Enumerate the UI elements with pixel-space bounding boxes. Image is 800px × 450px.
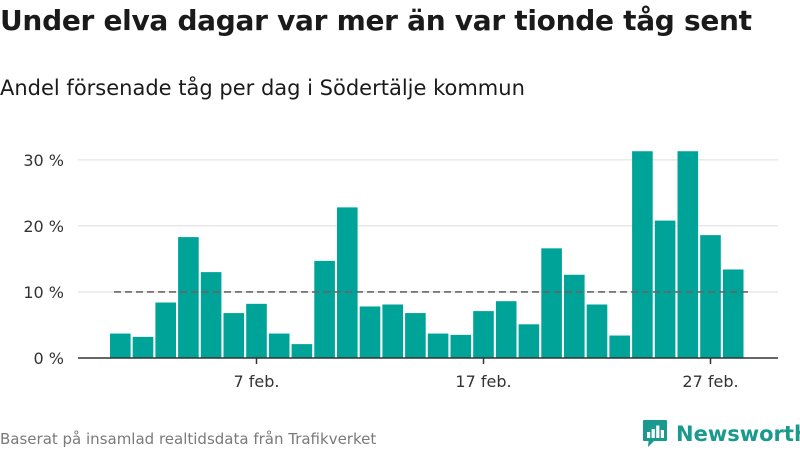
bar — [700, 235, 721, 358]
bar-chart: 0 % 10 % 20 % 30 % 7 feb. 17 feb. 27 feb. — [23, 151, 778, 391]
bars — [110, 151, 744, 358]
x-tick-label: 17 feb. — [455, 372, 511, 391]
bar — [722, 269, 744, 358]
y-tick-label: 0 % — [34, 349, 64, 368]
bar — [654, 220, 676, 358]
bar — [677, 151, 699, 358]
bar — [473, 311, 494, 358]
y-tick-label: 30 % — [23, 151, 64, 170]
bar — [495, 301, 517, 358]
bar — [564, 274, 585, 358]
bar — [382, 304, 403, 358]
chart-subtitle: Andel försenade tåg per dag i Södertälje… — [0, 76, 525, 100]
bar — [541, 248, 562, 358]
chart-title: Under elva dagar var mer än var tionde t… — [0, 4, 752, 37]
bar — [291, 344, 313, 358]
bar — [268, 333, 290, 358]
bar — [586, 304, 608, 358]
bar — [518, 324, 540, 358]
bar — [223, 313, 245, 358]
bar — [427, 333, 449, 358]
x-tick-label: 7 feb. — [234, 372, 280, 391]
bar — [405, 313, 426, 358]
bar — [200, 272, 222, 358]
y-tick-label: 20 % — [23, 217, 64, 236]
source-note: Baserat på insamlad realtidsdata från Tr… — [0, 430, 377, 448]
bar — [246, 303, 267, 358]
brand-logo: Newsworthy — [642, 419, 800, 449]
y-axis-labels: 0 % 10 % 20 % 30 % — [23, 151, 64, 368]
bar — [314, 260, 335, 358]
y-tick-label: 10 % — [23, 283, 64, 302]
x-tick-label: 27 feb. — [682, 372, 738, 391]
bar — [337, 207, 358, 358]
bar — [450, 334, 472, 358]
brand-name: Newsworthy — [676, 422, 800, 446]
bar — [632, 151, 653, 358]
newsworthy-logo-icon — [643, 420, 667, 447]
bar — [155, 302, 176, 358]
bar — [110, 333, 131, 358]
bar — [132, 336, 154, 358]
bar — [359, 306, 381, 358]
x-axis: 7 feb. 17 feb. 27 feb. — [78, 357, 778, 391]
bar — [178, 237, 199, 358]
bar — [609, 335, 630, 358]
